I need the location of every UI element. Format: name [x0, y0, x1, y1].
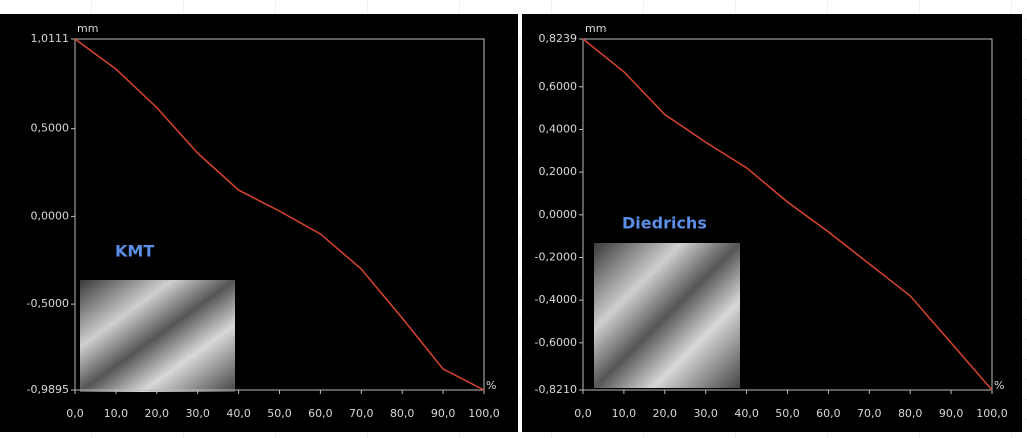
y-tick-label: 0,8239: [539, 32, 578, 45]
x-tick-label: 70,0: [349, 407, 374, 420]
annotation: Diedrichs: [622, 214, 707, 233]
y-tick-label: -0,6000: [535, 336, 577, 349]
x-axis-label: %: [486, 379, 496, 392]
y-axis-label: mm: [585, 22, 606, 35]
y-tick-label: 0,0000: [539, 208, 578, 221]
y-axis-label: mm: [77, 22, 98, 35]
y-tick-label: 0,0000: [31, 209, 70, 222]
x-tick-label: 100,0: [468, 407, 500, 420]
x-tick-label: 50,0: [267, 407, 292, 420]
x-tick-label: 80,0: [390, 407, 415, 420]
chart-panel: [0, 14, 518, 432]
x-tick-label: 70,0: [857, 407, 882, 420]
y-tick-label: -0,2000: [535, 250, 577, 263]
x-tick-label: 40,0: [734, 407, 759, 420]
y-tick-label: 0,2000: [539, 165, 578, 178]
y-tick-label: -0,4000: [535, 293, 577, 306]
y-tick-label: -0,5000: [27, 297, 69, 310]
x-axis-label: %: [994, 379, 1004, 392]
x-tick-label: 30,0: [185, 407, 210, 420]
x-tick-label: 90,0: [431, 407, 456, 420]
y-tick-label: 0,6000: [539, 80, 578, 93]
x-tick-label: 80,0: [898, 407, 923, 420]
x-tick-label: 60,0: [816, 407, 841, 420]
x-tick-label: 20,0: [653, 407, 678, 420]
x-tick-label: 50,0: [775, 407, 800, 420]
y-tick-label: 0,5000: [31, 122, 70, 135]
x-tick-label: 20,0: [145, 407, 170, 420]
annotation: KMT: [115, 242, 154, 261]
y-tick-label: 0,4000: [539, 122, 578, 135]
x-tick-label: 10,0: [612, 407, 637, 420]
x-tick-label: 60,0: [308, 407, 333, 420]
x-tick-label: 90,0: [939, 407, 964, 420]
x-tick-label: 100,0: [976, 407, 1008, 420]
x-tick-label: 0,0: [574, 407, 592, 420]
sample-photo: [594, 243, 740, 388]
sample-photo: [80, 280, 235, 392]
x-tick-label: 0,0: [66, 407, 84, 420]
x-tick-label: 10,0: [104, 407, 129, 420]
data-line: [74, 38, 485, 391]
y-tick-label: -0,9895: [27, 383, 69, 396]
data-line: [582, 38, 993, 391]
x-tick-label: 30,0: [693, 407, 718, 420]
y-tick-label: 1,0111: [31, 32, 70, 45]
y-tick-label: -0,8210: [535, 383, 577, 396]
x-tick-label: 40,0: [226, 407, 251, 420]
